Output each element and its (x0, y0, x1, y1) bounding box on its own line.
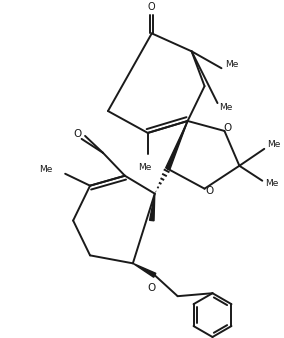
Text: Me: Me (138, 163, 151, 172)
Text: O: O (205, 186, 214, 196)
Polygon shape (150, 194, 155, 221)
Text: O: O (73, 129, 81, 139)
Text: Me: Me (39, 165, 52, 174)
Polygon shape (133, 263, 156, 277)
Text: O: O (223, 123, 231, 133)
Text: O: O (148, 2, 156, 13)
Text: Me: Me (225, 60, 239, 69)
Text: Me: Me (265, 179, 279, 188)
Text: Me: Me (220, 102, 233, 112)
Polygon shape (166, 121, 188, 170)
Text: Me: Me (267, 140, 281, 149)
Text: O: O (148, 283, 156, 293)
